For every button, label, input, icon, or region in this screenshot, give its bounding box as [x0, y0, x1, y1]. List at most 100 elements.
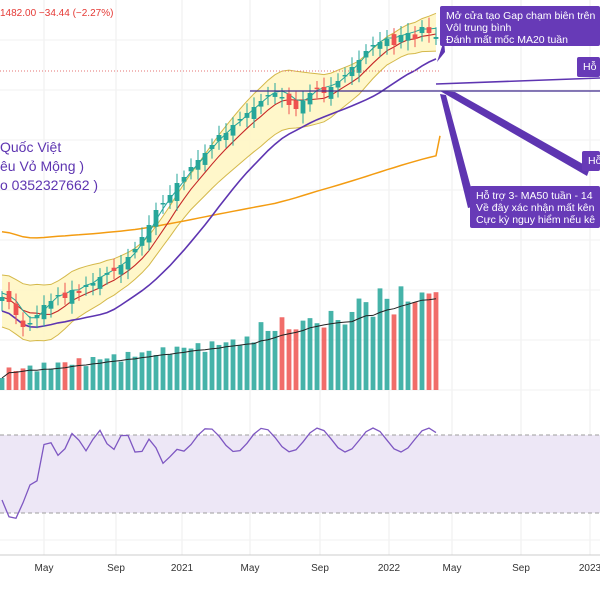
candle-body: [321, 87, 327, 93]
volume-bar: [76, 358, 82, 390]
x-tick-label: Sep: [107, 563, 125, 574]
candle-body: [195, 160, 201, 170]
author-line-2: êu Vỏ Mộng ): [0, 158, 85, 174]
annotation-support-3[interactable]: Hỗ trợ 3- MA50 tuần - 14 Về đây xác nhận…: [470, 186, 600, 228]
volume-bar: [433, 292, 439, 390]
candle-body: [314, 87, 320, 90]
volume-bar: [370, 316, 376, 390]
volume-pane: [0, 286, 439, 390]
volume-bar: [412, 302, 418, 390]
author-line-1: Quốc Việt: [0, 139, 62, 155]
volume-bar: [377, 288, 383, 390]
volume-bar: [293, 329, 299, 390]
candle-body: [104, 273, 110, 275]
volume-bar: [265, 330, 271, 390]
volume-bar: [328, 310, 334, 390]
volume-bar: [125, 351, 131, 390]
annotation-support-3-line-3: Cực kỳ nguy hiểm nếu kê: [476, 214, 596, 226]
annotation-gap-line-1: Mở cửa tạo Gap chạm biên trên: [446, 10, 596, 22]
volume-bar: [209, 341, 215, 390]
candle-body: [27, 323, 33, 325]
annotation-support-2-line: Hỗ: [588, 155, 600, 167]
candle-body: [160, 203, 166, 205]
volume-bar: [55, 362, 61, 390]
x-tick-label: 2021: [170, 563, 194, 574]
pointer-3: [440, 94, 476, 208]
volume-bar: [237, 345, 243, 390]
annotation-support-2[interactable]: Hỗ: [582, 151, 600, 171]
candle-body: [412, 34, 418, 39]
candle-body: [426, 27, 432, 33]
volume-bar: [146, 350, 152, 390]
volume-bar: [349, 311, 355, 390]
pointer-line-1: [435, 77, 600, 85]
candle-body: [34, 315, 40, 319]
volume-bar: [286, 329, 292, 390]
candle-body: [125, 257, 131, 270]
candle-body: [237, 119, 243, 121]
candle-body: [258, 101, 264, 107]
annotation-support-3-line-1: Hỗ trợ 3- MA50 tuần - 14: [476, 190, 593, 202]
rsi-pane: [0, 427, 600, 519]
volume-bar: [27, 365, 33, 390]
volume-bar: [398, 286, 404, 390]
x-tick-label: Sep: [311, 563, 329, 574]
candle-body: [90, 283, 96, 286]
candle-body: [286, 93, 292, 105]
candle-body: [55, 295, 61, 297]
candle-body: [62, 292, 68, 298]
candle-body: [83, 285, 89, 288]
volume-bar: [90, 357, 96, 390]
price-pane: [0, 12, 600, 342]
volume-bar: [391, 314, 397, 390]
annotation-support-1[interactable]: Hỗ: [577, 57, 600, 77]
candle-body: [419, 27, 425, 34]
volume-bar: [160, 347, 166, 390]
candle-body: [167, 195, 173, 203]
volume-bar: [83, 366, 89, 390]
candle-body: [20, 320, 26, 327]
bollinger-band: [2, 13, 436, 342]
volume-bar: [97, 359, 103, 390]
candle-body: [118, 265, 124, 275]
volume-bar: [314, 323, 320, 390]
volume-bar: [167, 354, 173, 390]
volume-bar: [181, 347, 187, 390]
candle-body: [328, 87, 334, 99]
candle-body: [181, 177, 187, 182]
volume-bar: [188, 348, 194, 390]
volume-bar: [244, 336, 250, 390]
volume-bar: [384, 298, 390, 390]
volume-bar: [104, 358, 110, 390]
volume-bar: [230, 339, 236, 390]
volume-bar: [69, 364, 75, 390]
candle-body: [377, 42, 383, 49]
volume-bar: [0, 378, 5, 390]
candle-body: [293, 100, 299, 109]
volume-bar: [321, 327, 327, 390]
ma50-line: [1, 58, 437, 329]
volume-bar: [279, 317, 285, 390]
volume-bar: [307, 318, 313, 390]
candle-body: [433, 37, 439, 39]
volume-bar: [356, 298, 362, 390]
candle-body: [363, 51, 369, 58]
volume-bar: [153, 355, 159, 390]
candle-body: [265, 95, 271, 97]
candle-body: [398, 35, 404, 43]
candle-body: [223, 133, 229, 141]
volume-bar: [62, 362, 68, 390]
x-tick-label: May: [34, 563, 54, 574]
x-tick-label: May: [442, 563, 462, 574]
x-tick-label: 2023: [578, 563, 600, 574]
volume-bar: [419, 292, 425, 390]
annotation-gap[interactable]: Mở cửa tạo Gap chạm biên trên Vôl trung …: [440, 6, 600, 46]
volume-bar: [258, 322, 264, 390]
volume-bar: [118, 361, 124, 390]
x-tick-label: 2022: [377, 563, 401, 574]
rsi-band: [0, 435, 600, 513]
candle-body: [0, 297, 5, 301]
candle-body: [48, 301, 54, 309]
candle-body: [132, 249, 138, 253]
